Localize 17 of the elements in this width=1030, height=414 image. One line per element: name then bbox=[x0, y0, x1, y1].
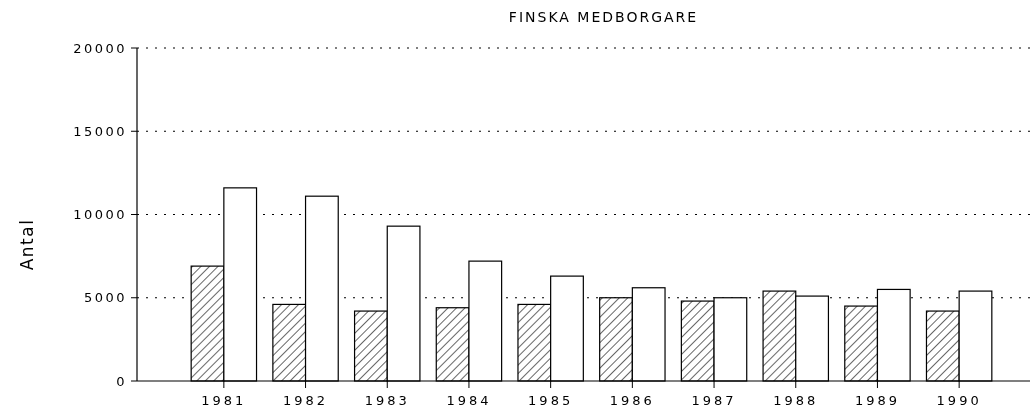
y-tick-label: 0 bbox=[116, 373, 127, 389]
x-tick-label: 1983 bbox=[364, 393, 410, 408]
x-tick-label: 1988 bbox=[773, 393, 819, 408]
y-tick-label: 15000 bbox=[73, 123, 127, 139]
x-tick-label: 1987 bbox=[691, 393, 737, 408]
y-tick-label: 10000 bbox=[73, 207, 127, 223]
x-tick-label: 1982 bbox=[283, 393, 329, 408]
x-tick-label: 1984 bbox=[446, 393, 492, 408]
chart-title: FINSKA MEDBORGARE bbox=[508, 9, 699, 25]
x-tick-label: 1990 bbox=[936, 393, 982, 408]
x-tick-label: 1986 bbox=[609, 393, 655, 408]
y-tick-label: 20000 bbox=[73, 40, 127, 56]
x-tick-label: 1989 bbox=[854, 393, 900, 408]
y-axis-title: Antal bbox=[17, 218, 37, 271]
x-tick-label: 1981 bbox=[201, 393, 247, 408]
x-tick-label: 1985 bbox=[528, 393, 574, 408]
y-tick-label: 5000 bbox=[83, 290, 127, 306]
